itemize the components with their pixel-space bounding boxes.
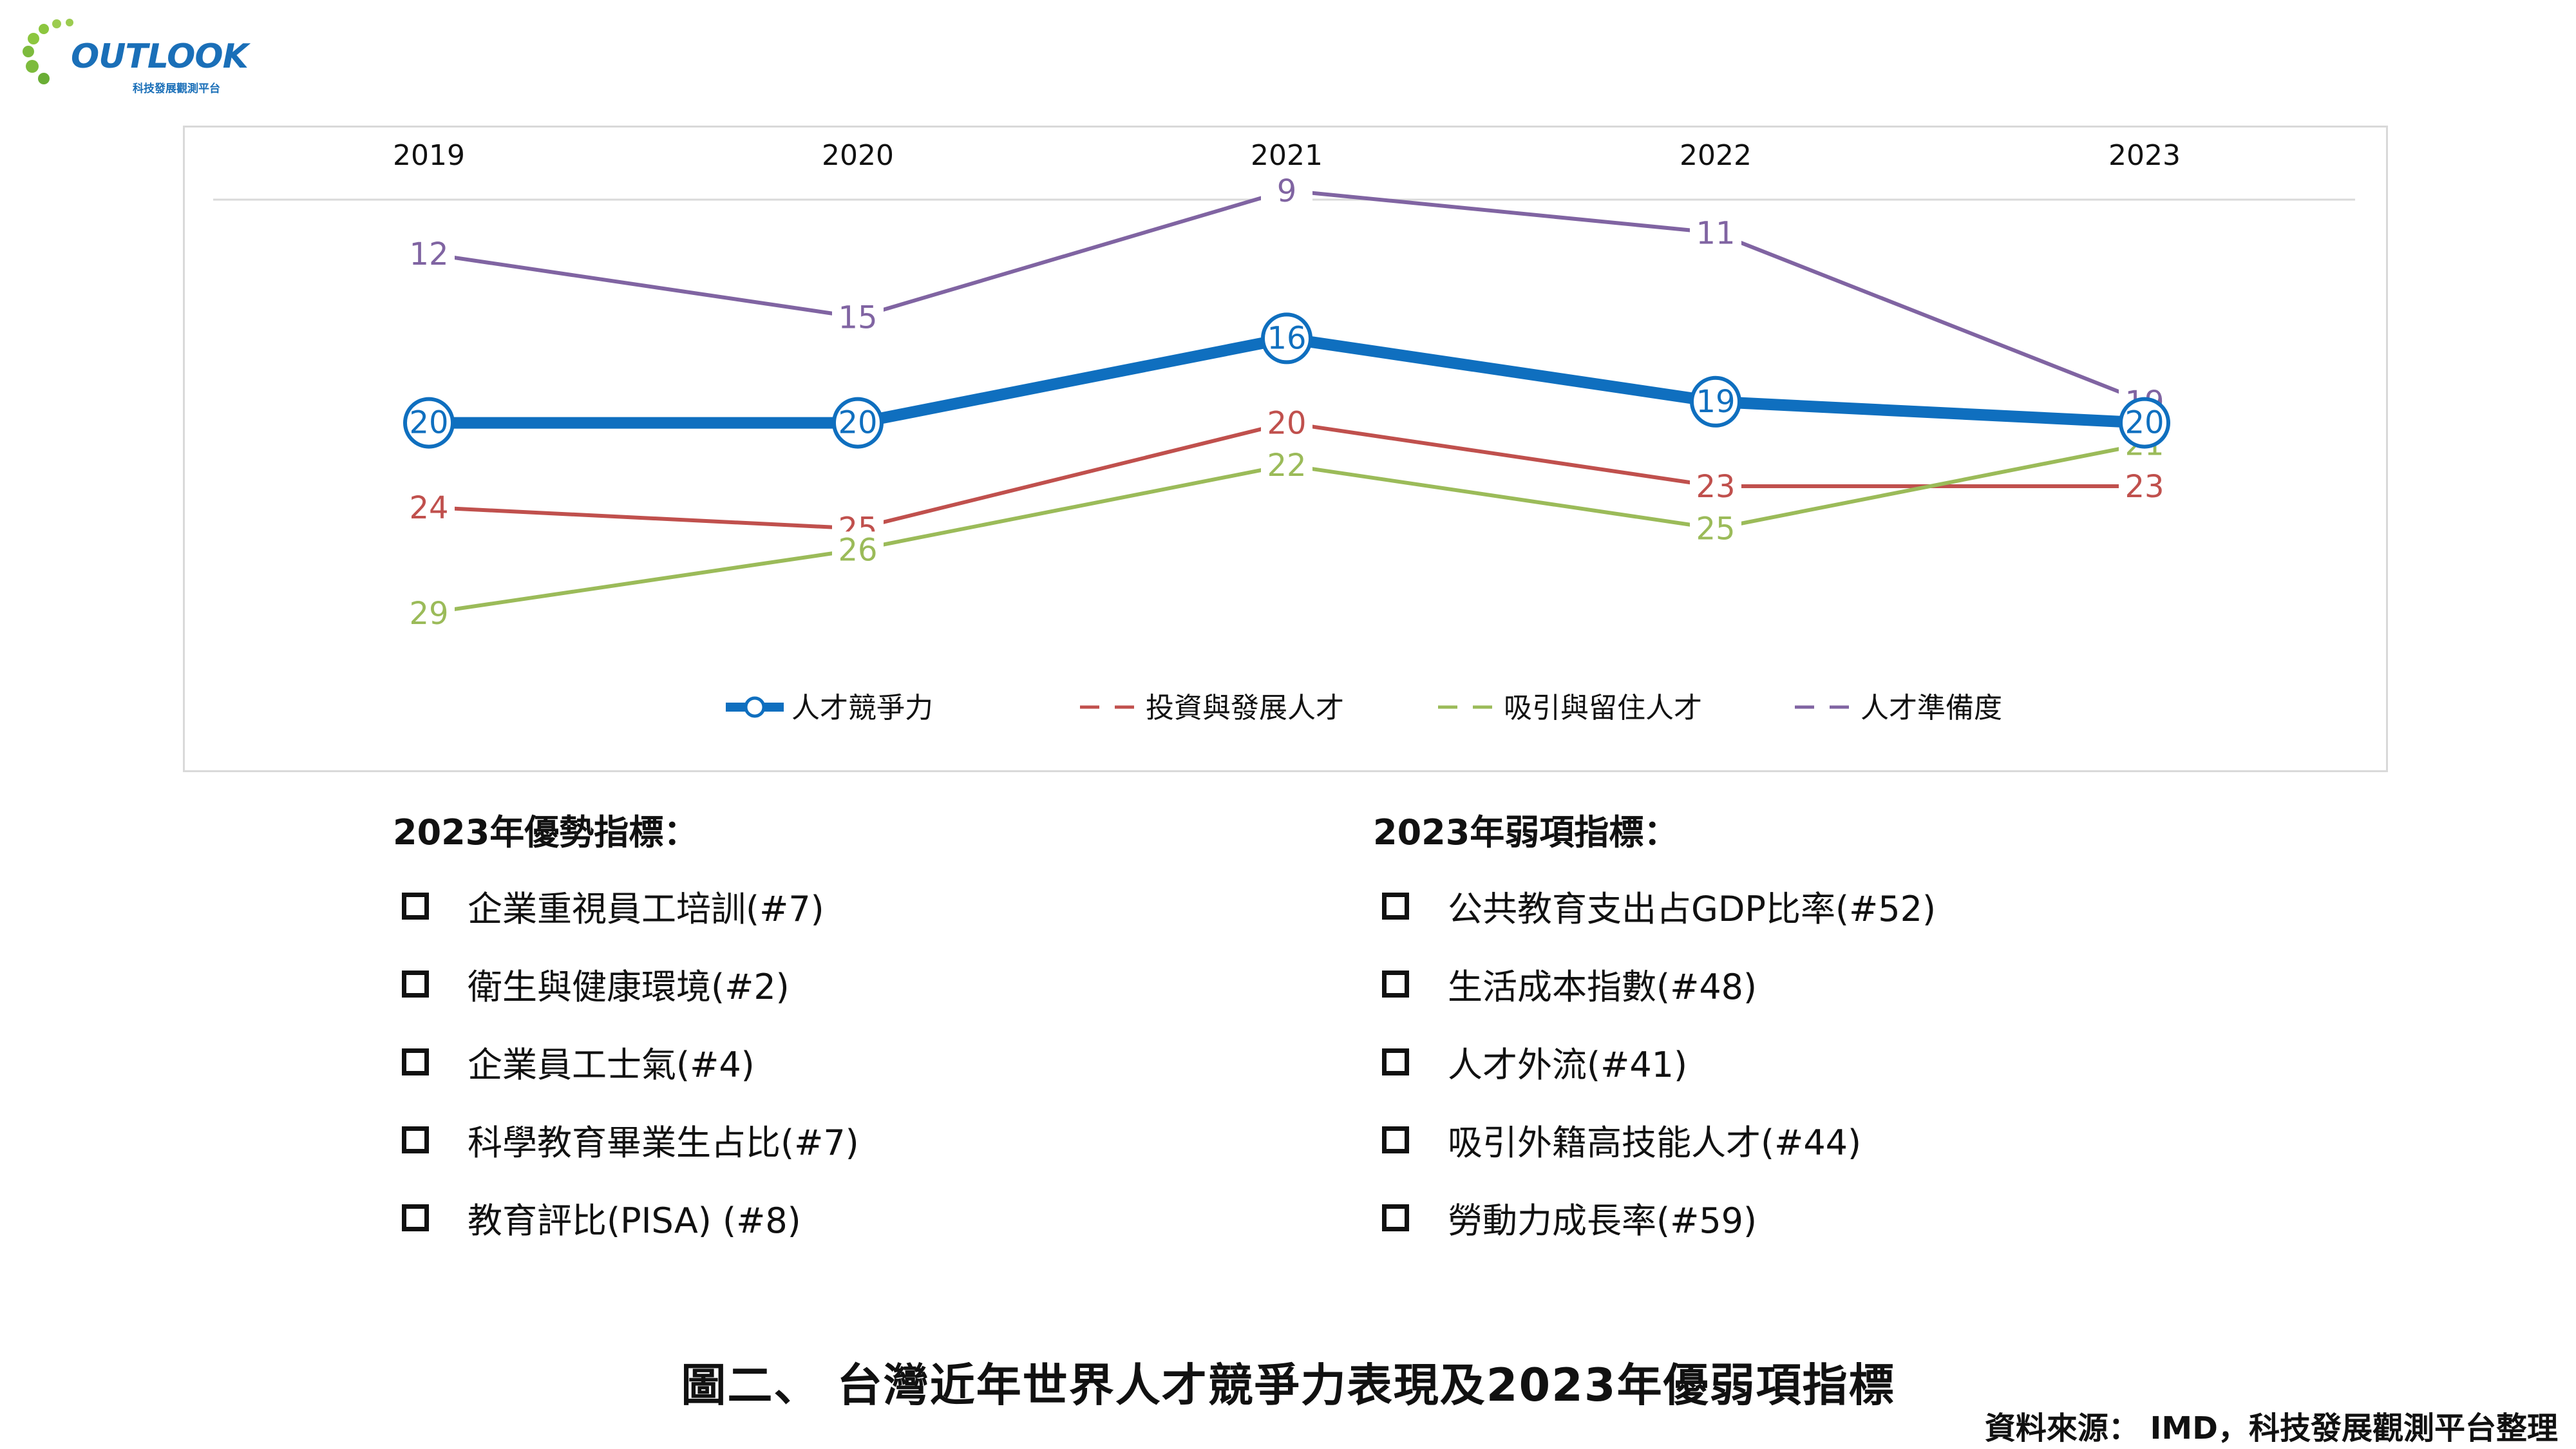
weaknesses-title: 2023年弱項指標： — [1373, 812, 1679, 853]
strength-item-label: 衛生與健康環境(#2) — [468, 967, 790, 1007]
data-label-background — [1690, 510, 1741, 547]
legend-label: 吸引與留住人才 — [1504, 692, 1702, 724]
checkbox-icon — [1382, 1126, 1409, 1153]
figure-caption: 圖二、 台灣近年世界人才競爭力表現及2023年優弱項指標 — [681, 1359, 1895, 1412]
data-label-background — [1261, 447, 1312, 484]
data-label: 20 — [409, 405, 448, 441]
strength-item: 教育評比(PISA) (#8) — [393, 1179, 1230, 1256]
logo-dots-icon — [23, 19, 73, 84]
weakness-item-label: 公共教育支出占GDP比率(#52) — [1448, 889, 1937, 929]
checkbox-icon — [402, 1126, 429, 1153]
data-label: 26 — [838, 532, 877, 568]
data-label: 16 — [1267, 320, 1306, 356]
data-label-background — [403, 594, 455, 631]
data-label-background — [832, 531, 884, 568]
strength-item: 衛生與健康環境(#2) — [393, 945, 1230, 1023]
weaknesses-section: 2023年弱項指標： 公共教育支出占GDP比率(#52) 生活成本指數(#48)… — [1373, 804, 2210, 1256]
weakness-item-label: 勞動力成長率(#59) — [1448, 1200, 1757, 1241]
legend-marker — [744, 696, 766, 718]
checkbox-icon — [402, 1048, 429, 1075]
x-tick-label: 2021 — [1251, 139, 1323, 172]
strength-item-label: 企業重視員工培訓(#7) — [468, 889, 824, 929]
strengths-section: 2023年優勢指標： 企業重視員工培訓(#7) 衛生與健康環境(#2) 企業員工… — [393, 804, 1230, 1256]
source-note: 資料來源： IMD，科技發展觀測平台整理 — [1984, 1410, 2558, 1446]
strength-item: 企業員工士氣(#4) — [393, 1023, 1230, 1101]
data-point-marker — [403, 397, 455, 449]
strength-item-label: 科學教育畢業生占比(#7) — [468, 1122, 859, 1163]
x-tick-label: 2023 — [2108, 139, 2181, 172]
data-point-marker — [1261, 312, 1312, 365]
checkbox-icon — [402, 970, 429, 998]
checkbox-icon — [402, 892, 429, 920]
x-tick-label: 2019 — [393, 139, 465, 172]
weakness-item: 吸引外籍高技能人才(#44) — [1373, 1101, 2210, 1179]
data-point-marker — [1690, 375, 1741, 428]
chart-frame: 2019202020212022202312159111924252023232… — [183, 126, 2388, 772]
strength-item-label: 企業員工士氣(#4) — [468, 1045, 755, 1085]
data-label: 15 — [838, 300, 877, 336]
data-label: 11 — [1696, 215, 1735, 251]
weakness-item-label: 生活成本指數(#48) — [1448, 967, 1757, 1007]
data-label: 20 — [1267, 406, 1306, 442]
weakness-item-label: 人才外流(#41) — [1448, 1045, 1688, 1085]
legend-label: 投資與發展人才 — [1146, 692, 1344, 724]
data-label: 20 — [838, 405, 877, 441]
data-label: 12 — [409, 236, 448, 272]
legend-label: 人才準備度 — [1861, 692, 2002, 724]
checkbox-icon — [1382, 892, 1409, 920]
data-point-marker — [2119, 397, 2170, 449]
line-chart: 2019202020212022202312159111924252023232… — [213, 139, 2355, 724]
logo-wordmark: OUTLOOK — [71, 37, 249, 76]
data-label: 20 — [2125, 405, 2164, 441]
data-label: 24 — [409, 490, 448, 526]
strengths-title: 2023年優勢指標： — [393, 812, 699, 853]
data-label: 29 — [409, 596, 448, 632]
data-label-background — [2119, 468, 2170, 504]
logo-subtitle: 科技發展觀測平台 — [133, 82, 220, 95]
data-label-background — [1690, 468, 1741, 504]
checkbox-icon — [1382, 970, 1409, 998]
strength-item: 企業重視員工培訓(#7) — [393, 867, 1230, 945]
weakness-item: 人才外流(#41) — [1373, 1023, 2210, 1101]
data-label-background — [403, 489, 455, 526]
data-label-background — [1261, 172, 1312, 209]
data-label: 9 — [1277, 173, 1297, 209]
series-line-4 — [428, 188, 2146, 404]
strength-item: 科學教育畢業生占比(#7) — [393, 1101, 1230, 1179]
checkbox-icon — [1382, 1204, 1409, 1231]
data-label: 25 — [1696, 511, 1735, 547]
data-label: 23 — [1696, 469, 1735, 505]
strength-item-label: 教育評比(PISA) (#8) — [468, 1200, 801, 1241]
data-label-background — [403, 236, 455, 272]
data-label-background — [832, 299, 884, 336]
weakness-item: 勞動力成長率(#59) — [1373, 1179, 2210, 1256]
checkbox-icon — [1382, 1048, 1409, 1075]
data-point-marker — [832, 397, 884, 449]
x-tick-label: 2020 — [822, 139, 894, 172]
data-label: 22 — [1267, 448, 1306, 484]
x-tick-label: 2022 — [1680, 139, 1752, 172]
data-label-background — [1690, 214, 1741, 251]
data-label-background — [1261, 404, 1312, 441]
data-label: 19 — [1696, 384, 1735, 420]
weakness-item: 生活成本指數(#48) — [1373, 945, 2210, 1023]
weakness-item-label: 吸引外籍高技能人才(#44) — [1448, 1122, 1862, 1163]
weakness-item: 公共教育支出占GDP比率(#52) — [1373, 867, 2210, 945]
checkbox-icon — [402, 1204, 429, 1231]
outlook-logo: OUTLOOK 科技發展觀測平台 — [18, 12, 250, 95]
data-label: 23 — [2125, 469, 2164, 505]
legend-label: 人才競爭力 — [791, 692, 933, 724]
